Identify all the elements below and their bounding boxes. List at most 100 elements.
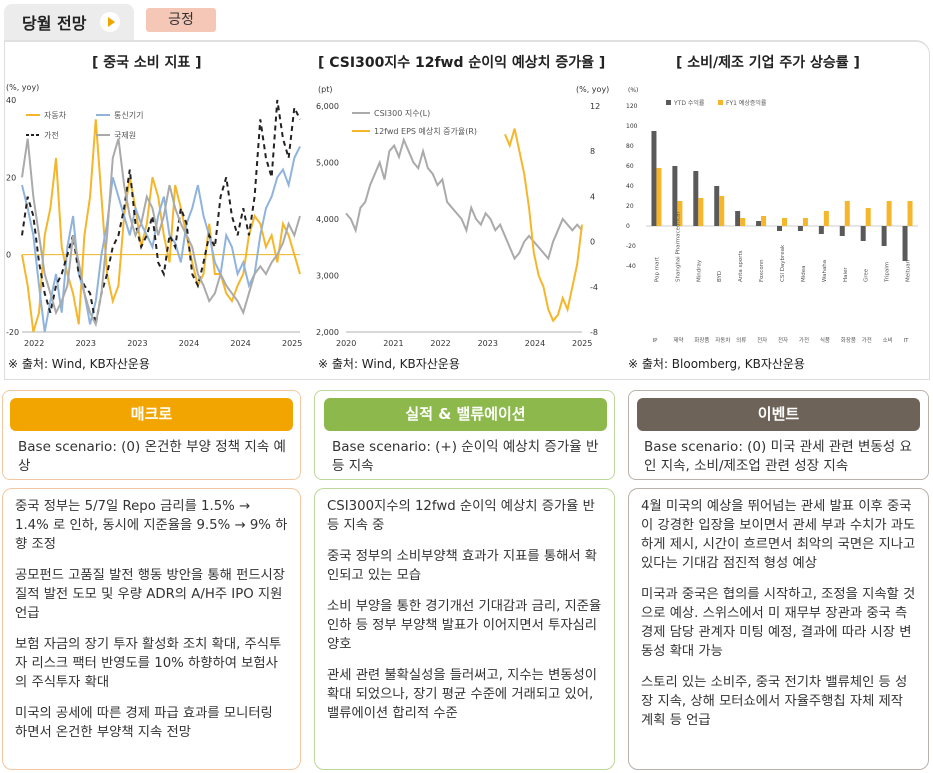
earnings-paragraph: 중국 정부의 소비부양책 효과가 지표를 통해서 확인되고 있는 모습 — [327, 549, 598, 583]
panel-title-stocks: [ 소비/제조 기업 주가 상승률 ] — [676, 55, 860, 71]
charts-frame — [4, 40, 930, 380]
detail-macro: 중국 정부는 5/7일 Repo 금리를 1.5% → 1.4% 로 인하, 동… — [2, 488, 301, 770]
bar-1 — [907, 201, 913, 226]
sector-label: 소비 — [883, 336, 893, 344]
category-label: Haier — [843, 267, 849, 282]
y-tick-label: -20 — [6, 328, 19, 337]
x-tick-label: 2024 — [179, 339, 199, 348]
macro-paragraph: 공모펀드 고품질 발전 행동 방안을 통해 펀드시장 질적 발전 도모 및 우량… — [15, 568, 286, 621]
header-event: 이벤트 — [637, 398, 920, 431]
bar-0 — [672, 166, 678, 226]
event-paragraph: 스토리 있는 소비주, 중국 전기차 밸류체인 등 성장 지속, 상해 모터쇼에… — [641, 675, 908, 728]
bar-0 — [860, 226, 866, 241]
y-tick-left: 5,000 — [316, 159, 339, 168]
sector-label: 전자 — [757, 336, 767, 344]
category-label: Midea — [801, 265, 807, 282]
x-tick-label: 2025 — [282, 339, 302, 348]
scenario-box-macro — [2, 390, 301, 480]
header-earnings: 실적 & 밸류에이션 — [324, 398, 607, 431]
y-tick-label: 0 — [626, 223, 630, 230]
sector-label: 가전 — [799, 336, 809, 344]
bar-0 — [693, 171, 699, 226]
macro-paragraph: 중국 정부는 5/7일 Repo 금리를 1.5% → 1.4% 로 인하, 동… — [15, 499, 288, 552]
macro-paragraph: 미국의 공세에 따른 경제 파급 효과를 모니터링 하면서 온건한 부양책 지속… — [15, 706, 273, 740]
chart-consumption: (%, yoy) 40 20 0 -20 2022 2023 2023 2024 2024 2025… — [6, 83, 302, 348]
bar-0 — [756, 221, 762, 226]
category-label: BYD — [717, 271, 723, 282]
play-icon[interactable] — [100, 12, 121, 32]
x-tick-label: 2022 — [430, 339, 450, 348]
tab-monthly-outlook[interactable]: 당월 전망 — [4, 4, 134, 40]
bar-1 — [823, 211, 829, 226]
series-line-통신기기 — [21, 145, 301, 333]
legend-label: 국제원 — [114, 131, 136, 140]
sector-label: 자동차 — [715, 336, 730, 344]
legend-label: YTD 수익률 — [673, 99, 705, 107]
y-tick-right: 0 — [590, 238, 595, 247]
chart-stocks: (%) 120 100 80 60 40 20 0 -20 -40 Pop mart IP Shangh… — [626, 87, 918, 344]
bar-1 — [740, 218, 746, 226]
y-tick-label: 40 — [6, 96, 16, 105]
legend-label: 자동차 — [44, 111, 67, 120]
y-tick-label: 80 — [626, 143, 634, 150]
bar-1 — [865, 208, 871, 226]
sector-label: 제약 — [673, 336, 683, 344]
x-tick-label: 2024 — [230, 339, 250, 348]
scenario-text-macro: Base scenario: (0) 온건한 부양 정책 지속 예상 — [18, 439, 286, 474]
y-tick-right: 4 — [590, 192, 595, 201]
scenario-box-earnings — [314, 390, 615, 480]
bar-0 — [797, 226, 803, 231]
bar-1 — [719, 196, 725, 226]
macro-paragraph: 보험 자금의 장기 투자 활성화 조치 확대, 주식투자 리스크 팩터 반영도를… — [15, 637, 282, 690]
legend-swatch — [666, 100, 671, 105]
bar-1 — [844, 201, 850, 226]
unit-label: (%, yoy) — [6, 83, 39, 92]
category-label: Tripalm — [885, 262, 891, 283]
y-tick-label: 20 — [6, 173, 16, 182]
y-tick-label: 20 — [626, 203, 634, 210]
y-tick-label: 100 — [626, 123, 638, 130]
bar-0 — [777, 226, 782, 231]
category-label: Pop mart — [654, 256, 660, 282]
x-tick-label: 2025 — [572, 339, 592, 348]
bar-1 — [677, 201, 683, 226]
unit-label: (%) — [628, 87, 638, 94]
x-tick-label: 2023 — [76, 339, 96, 348]
y-tick-label: -40 — [626, 263, 636, 270]
legend-label: FY1 예상증익률 — [726, 99, 767, 107]
y-tick-right: 8 — [590, 147, 595, 156]
y-tick-right: -8 — [590, 328, 598, 337]
bar-0 — [651, 131, 657, 226]
detail-event: 4월 미국의 예상을 뛰어넘는 관세 발표 이후 중국이 강경한 입장을 보이면… — [628, 488, 929, 770]
bar-1 — [698, 198, 704, 226]
earnings-paragraph: 소비 부양을 통한 경기개선 기대감과 금리, 지준율 인하 등 정부 부양책 … — [327, 599, 602, 652]
panel-title-consumption: [ 중국 소비 지표 ] — [92, 55, 202, 71]
bar-0 — [735, 211, 741, 226]
y-tick-label: 0 — [6, 251, 11, 260]
legend-swatch — [718, 100, 723, 105]
x-tick-label: 2023 — [478, 339, 498, 348]
x-tick-label: 2020 — [336, 339, 356, 348]
y-tick-left: 4,000 — [316, 215, 339, 224]
bar-1 — [802, 218, 808, 226]
earnings-paragraph: 관세 관련 불확실성을 들러써고, 지수는 변동성이 확대 되었으나, 장기 평… — [327, 668, 598, 721]
category-label: Meituan — [906, 259, 912, 282]
tab-label: 당월 전망 — [22, 14, 87, 33]
bar-0 — [714, 186, 720, 226]
left-unit-label: (pt) — [318, 85, 332, 94]
y-tick-left: 2,000 — [316, 328, 339, 337]
category-label: Mindray — [696, 259, 702, 282]
category-label: Gree — [864, 268, 870, 282]
y-tick-label: 120 — [626, 103, 638, 110]
category-label: Anta sports — [738, 250, 744, 282]
category-label: Foxconn — [759, 259, 765, 282]
right-unit-label: (%, yoy) — [576, 85, 609, 94]
earnings-paragraph: CSI300지수의 12fwd 순이익 예상치 증가율 반등 지속 중 — [327, 499, 595, 533]
source-consumption: ※ 출처: Wind, KB자산운용 — [8, 357, 150, 371]
y-tick-left: 6,000 — [316, 102, 339, 111]
source-eps: ※ 출처: Wind, KB자산운용 — [318, 357, 460, 371]
x-tick-label: 2024 — [525, 339, 545, 348]
series-line-국제원 — [21, 138, 301, 328]
y-tick-right: 12 — [590, 102, 600, 111]
series-line — [345, 136, 583, 261]
